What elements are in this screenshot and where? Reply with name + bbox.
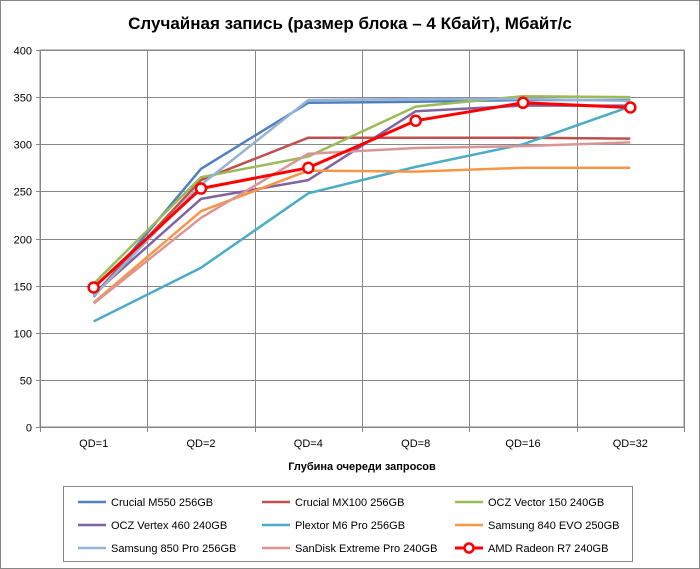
- legend-item: Crucial MX100 256GB: [262, 497, 404, 509]
- y-tick-label: 0: [26, 423, 32, 435]
- legend-item: Plextor M6 Pro 256GB: [262, 520, 405, 532]
- series-line: [92, 94, 631, 285]
- series-line: [93, 105, 631, 323]
- x-tick-label: QD=16: [505, 438, 540, 450]
- data-point: [409, 114, 422, 127]
- legend-item: Samsung 850 Pro 256GB: [78, 543, 236, 555]
- y-tick-label: 400: [14, 46, 32, 58]
- y-tick-label: 150: [14, 282, 32, 294]
- data-point: [624, 101, 637, 114]
- legend-label: AMD Radeon R7 240GB: [488, 543, 608, 555]
- y-tick-label: 200: [14, 235, 32, 247]
- legend-item: Crucial M550 256GB: [78, 497, 213, 509]
- y-tick-label: 300: [14, 140, 32, 152]
- x-tick-label: QD=8: [401, 438, 430, 450]
- x-axis-title: Глубина очереди запросов: [288, 461, 436, 473]
- series-5: [92, 166, 631, 304]
- series-4: [93, 105, 631, 323]
- data-point: [302, 161, 315, 175]
- series-line: [92, 166, 631, 304]
- legend: Crucial M550 256GB Crucial MX100 256GB OCZ…: [63, 486, 633, 562]
- legend-box: [63, 486, 633, 562]
- legend-label: Crucial MX100 256GB: [295, 497, 404, 509]
- legend-label: OCZ Vertex 460 240GB: [111, 520, 227, 532]
- series-line: [92, 101, 631, 289]
- legend-label: Plextor M6 Pro 256GB: [295, 520, 405, 532]
- legend-label: SanDisk Extreme Pro 240GB: [295, 543, 437, 555]
- series-group: [87, 94, 637, 323]
- series-2: [92, 94, 631, 285]
- x-tick-label: QD=1: [79, 438, 108, 450]
- y-tick-label: 350: [14, 93, 32, 105]
- y-tick-label: 250: [14, 187, 32, 199]
- legend-marker: [463, 542, 475, 554]
- legend-label: OCZ Vector 150 240GB: [488, 497, 604, 509]
- y-tick-label: 100: [14, 329, 32, 341]
- series-line: [92, 141, 631, 305]
- legend-label: Samsung 850 Pro 256GB: [111, 543, 236, 555]
- x-tick-label: QD=32: [613, 438, 648, 450]
- chart-title: Случайная запись (размер блока – 4 Кбайт…: [128, 14, 572, 33]
- legend-item: OCZ Vertex 460 240GB: [78, 520, 227, 532]
- gridlines: [36, 49, 685, 432]
- data-point: [516, 96, 530, 110]
- y-tick-label: 50: [20, 376, 32, 388]
- legend-item: Samsung 840 EVO 250GB: [455, 520, 619, 532]
- x-tick-label: QD=2: [186, 438, 215, 450]
- x-tick-label: QD=4: [294, 438, 323, 450]
- series-8: [87, 96, 637, 294]
- legend-item: AMD Radeon R7 240GB: [455, 542, 608, 555]
- data-point: [194, 182, 208, 195]
- legend-item: OCZ Vector 150 240GB: [455, 497, 604, 509]
- legend-label: Crucial M550 256GB: [111, 497, 213, 509]
- legend-label: Samsung 840 EVO 250GB: [488, 520, 619, 532]
- series-7: [92, 141, 631, 305]
- data-point: [87, 281, 100, 294]
- axes: 0 50 100 150 200 250 300 350 400 QD=1 QD=2 QD=4 QD=8…: [14, 46, 684, 450]
- legend-item: SanDisk Extreme Pro 240GB: [262, 543, 437, 555]
